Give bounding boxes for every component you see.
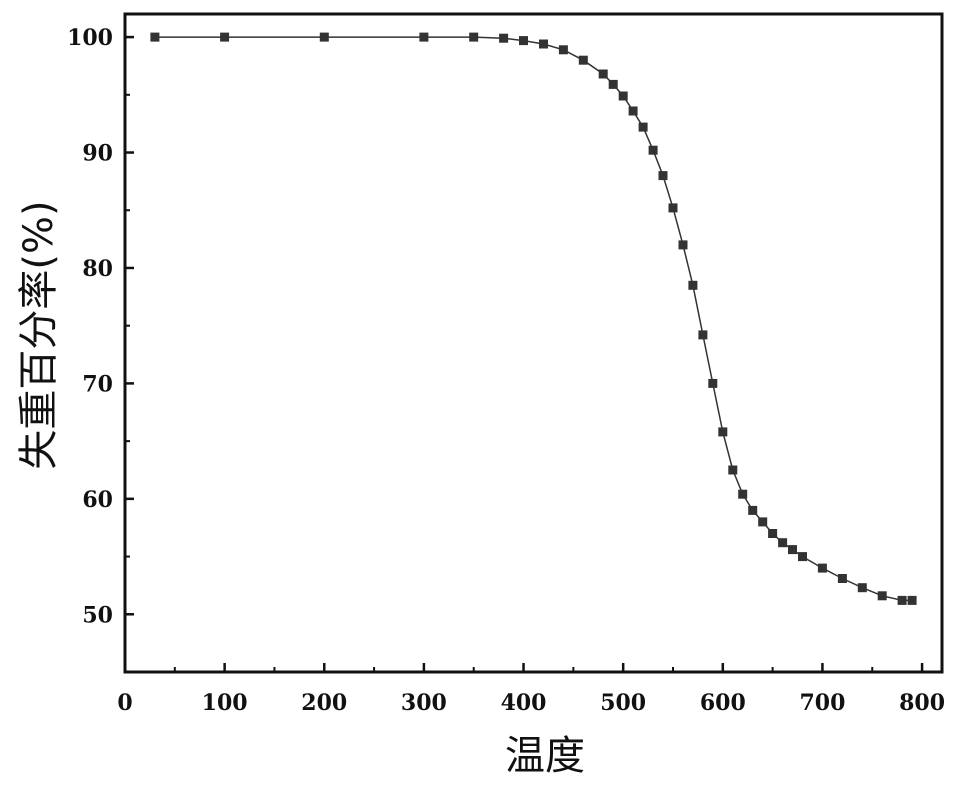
data-point	[668, 203, 678, 213]
data-point	[778, 538, 788, 548]
x-tick-label: 0	[117, 690, 132, 716]
data-point	[608, 79, 618, 89]
data-point	[558, 45, 568, 55]
data-point	[738, 489, 748, 499]
data-point	[877, 591, 887, 601]
data-point	[499, 33, 509, 43]
x-tick-label: 800	[899, 690, 945, 716]
x-tick-label: 100	[202, 690, 248, 716]
series-line	[154, 36, 913, 602]
data-point	[220, 32, 230, 42]
plot-frame	[123, 12, 944, 674]
data-point	[698, 330, 708, 340]
data-point	[817, 563, 827, 573]
data-point	[618, 91, 628, 101]
data-point	[768, 529, 778, 538]
data-point	[788, 545, 797, 555]
x-tick-label: 400	[501, 690, 547, 716]
x-tick-label: 300	[401, 690, 447, 716]
y-tick-label: 80	[82, 256, 113, 282]
y-tick-label: 100	[67, 25, 113, 51]
data-point	[708, 378, 718, 388]
data-point	[539, 39, 548, 49]
data-point	[678, 240, 688, 250]
data-point	[897, 595, 907, 605]
data-point	[469, 32, 479, 42]
y-tick-label: 90	[82, 141, 113, 167]
data-point	[837, 574, 847, 583]
x-tick-label: 600	[700, 690, 746, 716]
data-point	[718, 427, 728, 437]
x-tick-label: 500	[600, 690, 646, 716]
data-point	[598, 69, 608, 79]
data-point	[758, 517, 768, 527]
data-point	[688, 280, 698, 290]
data-point	[658, 171, 668, 181]
data-point	[578, 55, 588, 65]
data-points	[150, 32, 917, 605]
x-tick-label: 700	[799, 690, 845, 716]
y-tick-label: 60	[82, 487, 113, 513]
data-point	[319, 32, 329, 42]
data-point	[150, 32, 160, 42]
data-point	[907, 595, 917, 605]
data-point	[519, 36, 528, 46]
y-axis-title: 失重百分率(%)	[16, 200, 62, 469]
ticks	[123, 35, 924, 672]
data-point	[628, 106, 638, 116]
y-tick-label: 70	[82, 371, 113, 397]
data-point	[648, 145, 658, 155]
data-point	[419, 32, 429, 42]
data-point	[748, 505, 758, 515]
data-point	[857, 583, 867, 593]
data-point	[798, 552, 807, 562]
tick-labels: 0 100 200 300 400 500 600 700 800 50 60 70 80 90 100	[67, 25, 945, 716]
y-tick-label: 50	[82, 602, 113, 628]
x-axis-title: 温度	[505, 733, 585, 779]
data-point	[728, 465, 738, 475]
data-point	[638, 122, 648, 132]
x-tick-label: 200	[301, 690, 347, 716]
